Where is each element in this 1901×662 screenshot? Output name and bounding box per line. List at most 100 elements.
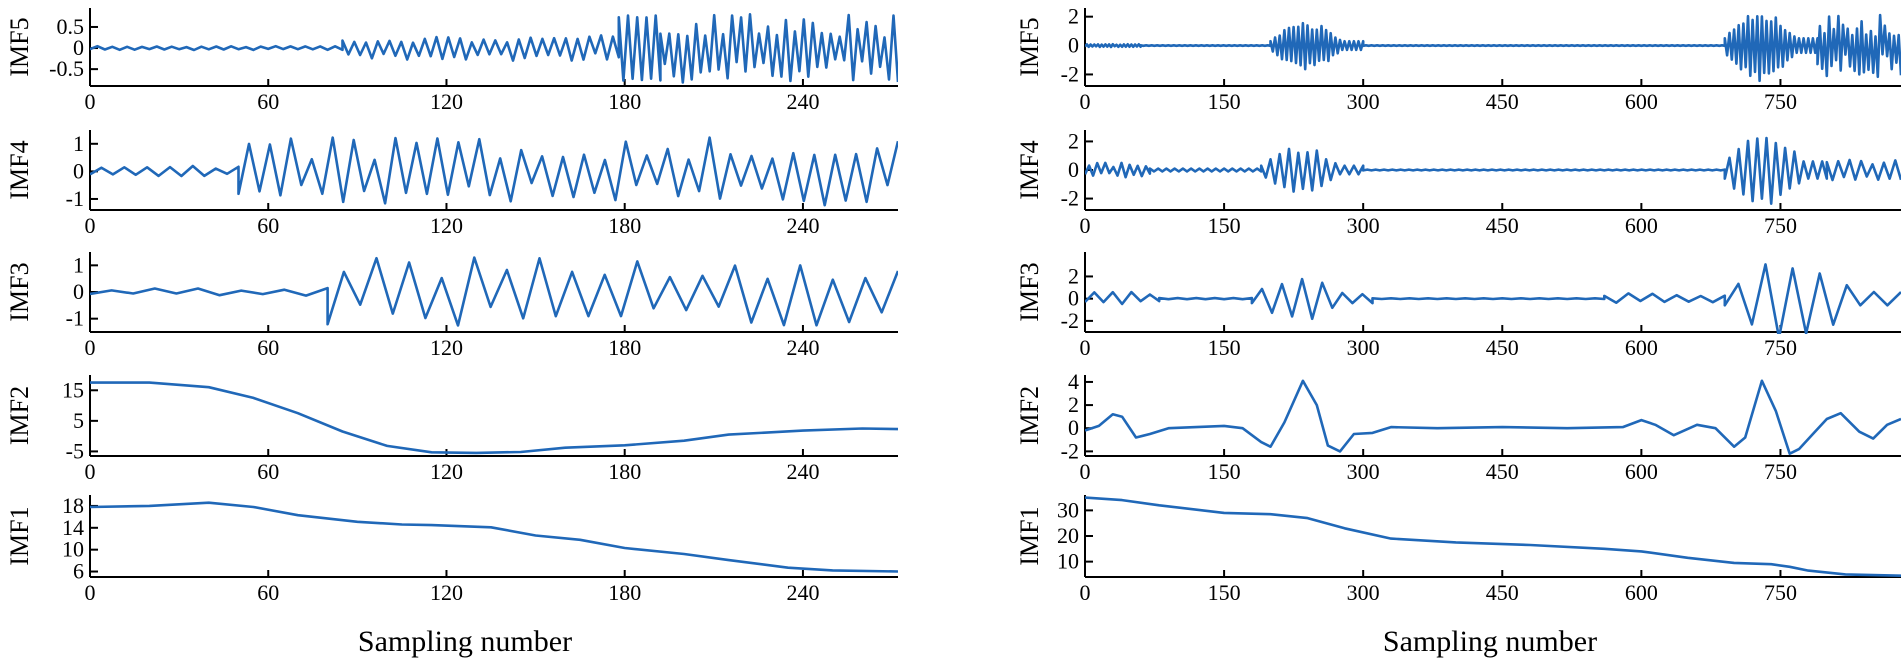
x-tick-label: 0 bbox=[85, 335, 96, 360]
x-tick-label: 300 bbox=[1347, 580, 1380, 605]
series-line-imf1 bbox=[1085, 496, 1901, 577]
x-tick-label: 150 bbox=[1208, 89, 1241, 114]
y-tick-label: 10 bbox=[62, 537, 84, 562]
y-axis-label: IMF4 bbox=[1015, 140, 1044, 199]
y-axis-label: IMF2 bbox=[5, 386, 34, 445]
series-line-imf5 bbox=[1085, 13, 1901, 83]
x-tick-label: 750 bbox=[1764, 580, 1797, 605]
x-tick-label: 120 bbox=[430, 335, 463, 360]
y-tick-label: 30 bbox=[1057, 497, 1079, 522]
y-tick-label: 6 bbox=[73, 559, 84, 584]
series-line-imf3 bbox=[1085, 263, 1901, 334]
y-axis-label: IMF5 bbox=[5, 17, 34, 76]
x-tick-label: 240 bbox=[786, 580, 819, 605]
y-axis-label: IMF3 bbox=[1015, 262, 1044, 321]
series-line-imf4 bbox=[1085, 136, 1901, 205]
y-tick-label: 2 bbox=[1068, 4, 1079, 29]
x-tick-label: 600 bbox=[1625, 459, 1658, 484]
x-tick-label: 120 bbox=[430, 89, 463, 114]
y-tick-label: 0 bbox=[1068, 157, 1079, 182]
y-tick-label: 10 bbox=[1057, 549, 1079, 574]
x-tick-label: 150 bbox=[1208, 213, 1241, 238]
y-tick-label: -2 bbox=[1061, 438, 1079, 463]
x-tick-label: 300 bbox=[1347, 335, 1380, 360]
series-line-imf1 bbox=[90, 501, 898, 573]
x-tick-label: 0 bbox=[85, 213, 96, 238]
x-tick-label: 240 bbox=[786, 89, 819, 114]
y-tick-label: 14 bbox=[62, 515, 84, 540]
y-tick-label: -1 bbox=[66, 186, 84, 211]
x-tick-label: 0 bbox=[85, 580, 96, 605]
y-tick-label: 1 bbox=[73, 131, 84, 156]
x-tick-label: 450 bbox=[1486, 335, 1519, 360]
y-axis-label: IMF4 bbox=[5, 140, 34, 199]
y-axis-label: IMF2 bbox=[1015, 386, 1044, 445]
x-tick-label: 600 bbox=[1625, 580, 1658, 605]
series-line-imf4 bbox=[90, 136, 898, 207]
x-tick-label: 60 bbox=[257, 213, 279, 238]
x-tick-label: 60 bbox=[257, 335, 279, 360]
x-tick-label: 150 bbox=[1208, 335, 1241, 360]
x-tick-label: 0 bbox=[1080, 580, 1091, 605]
x-tick-label: 0 bbox=[85, 89, 96, 114]
series-line-imf2 bbox=[1085, 379, 1901, 455]
x-tick-label: 0 bbox=[1080, 213, 1091, 238]
y-tick-label: 0 bbox=[1068, 33, 1079, 58]
x-tick-label: 0 bbox=[1080, 459, 1091, 484]
x-tick-label: 450 bbox=[1486, 213, 1519, 238]
y-axis-label: IMF1 bbox=[1015, 506, 1044, 565]
y-tick-label: -1 bbox=[66, 306, 84, 331]
x-tick-label: 180 bbox=[608, 89, 641, 114]
series-line-imf5 bbox=[90, 13, 898, 84]
x-tick-label: 0 bbox=[1080, 89, 1091, 114]
x-tick-label: 600 bbox=[1625, 213, 1658, 238]
y-tick-label: -5 bbox=[66, 438, 84, 463]
x-tick-label: 450 bbox=[1486, 459, 1519, 484]
x-tick-label: 120 bbox=[430, 213, 463, 238]
y-tick-label: 18 bbox=[62, 493, 84, 518]
x-tick-label: 750 bbox=[1764, 213, 1797, 238]
y-axis-label: IMF1 bbox=[5, 506, 34, 565]
x-tick-label: 150 bbox=[1208, 459, 1241, 484]
x-tick-label: 120 bbox=[430, 580, 463, 605]
x-tick-label: 240 bbox=[786, 213, 819, 238]
y-tick-label: -2 bbox=[1061, 61, 1079, 86]
y-tick-label: 0 bbox=[73, 279, 84, 304]
y-tick-label: 2 bbox=[1068, 392, 1079, 417]
x-tick-label: 60 bbox=[257, 459, 279, 484]
series-line-imf3 bbox=[90, 256, 898, 327]
y-tick-label: -2 bbox=[1061, 308, 1079, 333]
y-axis-label: IMF5 bbox=[1015, 17, 1044, 76]
y-axis-label: IMF3 bbox=[5, 262, 34, 321]
y-tick-label: 0 bbox=[1068, 415, 1079, 440]
x-tick-label: 450 bbox=[1486, 580, 1519, 605]
x-tick-label: 600 bbox=[1625, 335, 1658, 360]
x-axis-title: Sampling number bbox=[358, 625, 572, 658]
y-tick-label: 15 bbox=[62, 377, 84, 402]
x-tick-label: 180 bbox=[608, 580, 641, 605]
x-tick-label: 300 bbox=[1347, 89, 1380, 114]
y-tick-label: 4 bbox=[1068, 369, 1079, 394]
x-tick-label: 450 bbox=[1486, 89, 1519, 114]
y-tick-label: 0 bbox=[1068, 286, 1079, 311]
x-tick-label: 60 bbox=[257, 89, 279, 114]
x-tick-label: 120 bbox=[430, 459, 463, 484]
x-tick-label: 0 bbox=[85, 459, 96, 484]
x-tick-label: 180 bbox=[608, 335, 641, 360]
y-tick-label: 2 bbox=[1068, 128, 1079, 153]
series-line-imf2 bbox=[90, 381, 898, 455]
y-tick-label: 5 bbox=[73, 408, 84, 433]
x-tick-label: 750 bbox=[1764, 459, 1797, 484]
x-tick-label: 300 bbox=[1347, 459, 1380, 484]
y-tick-label: -2 bbox=[1061, 186, 1079, 211]
y-tick-label: 0 bbox=[73, 158, 84, 183]
x-tick-label: 750 bbox=[1764, 335, 1797, 360]
